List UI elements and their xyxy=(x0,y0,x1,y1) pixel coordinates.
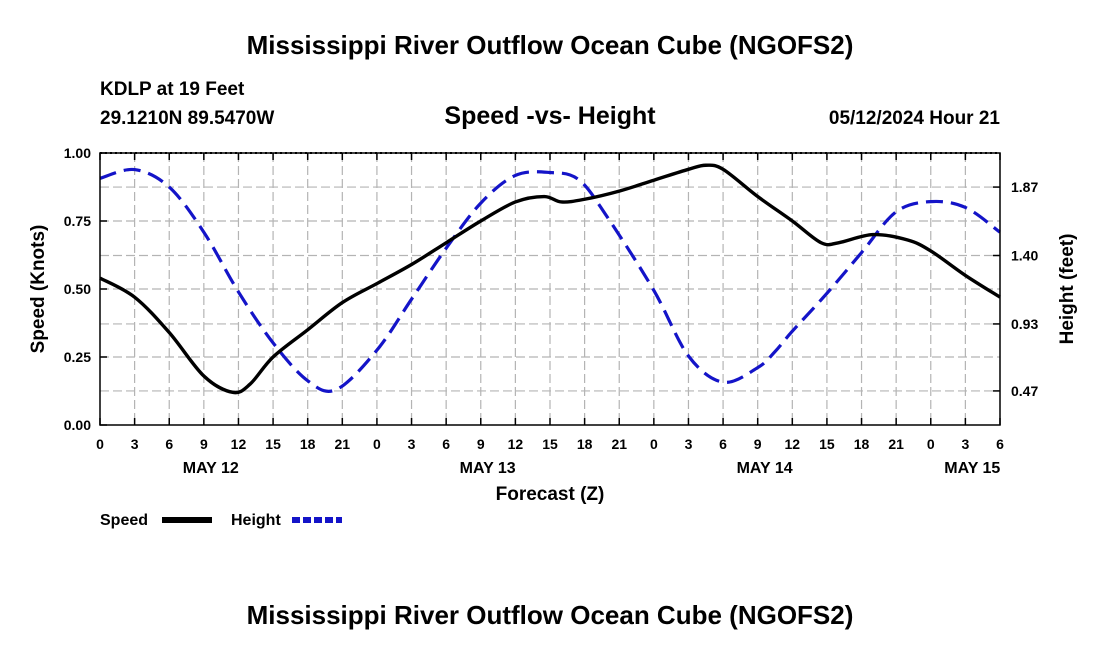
x-tick-label: 0 xyxy=(927,436,935,452)
x-tick-label: 0 xyxy=(96,436,104,452)
station-label: KDLP at 19 Feet xyxy=(100,79,245,100)
x-tick-label: 3 xyxy=(408,436,416,452)
x-tick-label: 3 xyxy=(131,436,139,452)
x-tick-label: 18 xyxy=(577,436,593,452)
x-tick-label: 6 xyxy=(165,436,173,452)
chart-subtitle: Speed -vs- Height xyxy=(444,102,656,130)
y2-axis-label: Height (feet) xyxy=(1057,234,1078,345)
x-tick-label: 12 xyxy=(508,436,524,452)
axis-ticks: 0 3 6 9 12 15 18 21 0 3 6 9 12 15 18 21 0 3 6 9 12 15 18 21 0 3 6M… xyxy=(64,145,1039,477)
y-tick-label: 0.00 xyxy=(64,417,91,433)
x-tick-label: 3 xyxy=(685,436,693,452)
x-day-label: MAY 14 xyxy=(737,460,793,477)
x-tick-label: 21 xyxy=(888,436,904,452)
y-tick-label: 0.75 xyxy=(64,213,91,229)
x-day-label: MAY 12 xyxy=(183,460,239,477)
chart-main-title: Mississippi River Outflow Ocean Cube (NG… xyxy=(247,30,854,60)
grid-lines xyxy=(100,152,1000,425)
x-day-label: MAY 15 xyxy=(944,460,1000,477)
x-tick-label: 18 xyxy=(300,436,316,452)
x-tick-label: 21 xyxy=(335,436,351,452)
x-tick-label: 12 xyxy=(785,436,801,452)
x-tick-label: 6 xyxy=(719,436,727,452)
speed-series-line xyxy=(99,163,1001,395)
x-tick-label: 6 xyxy=(996,436,1004,452)
x-tick-label: 0 xyxy=(650,436,658,452)
legend-height-label: Height xyxy=(231,512,281,529)
x-tick-label: 15 xyxy=(542,436,558,452)
x-tick-label: 9 xyxy=(200,436,208,452)
x-tick-label: 15 xyxy=(265,436,281,452)
y-tick-label: 0.50 xyxy=(64,281,91,297)
x-axis-label: Forecast (Z) xyxy=(496,484,605,505)
x-tick-label: 9 xyxy=(477,436,485,452)
x-tick-label: 6 xyxy=(442,436,450,452)
coords-label: 29.1210N 89.5470W xyxy=(100,108,274,129)
x-tick-label: 3 xyxy=(961,436,969,452)
y2-tick-label: 0.93 xyxy=(1011,316,1038,332)
y2-tick-label: 1.40 xyxy=(1011,248,1038,264)
legend-speed-label: Speed xyxy=(100,512,148,529)
y-axis-label: Speed (Knots) xyxy=(28,225,49,354)
x-tick-label: 18 xyxy=(854,436,870,452)
y2-tick-label: 0.47 xyxy=(1011,383,1038,399)
y-tick-label: 1.00 xyxy=(64,145,91,161)
series-layer xyxy=(99,163,1001,395)
x-tick-label: 21 xyxy=(611,436,627,452)
x-tick-label: 15 xyxy=(819,436,835,452)
x-tick-label: 9 xyxy=(754,436,762,452)
y-tick-label: 0.25 xyxy=(64,349,91,365)
legend: Speed Height xyxy=(100,512,342,529)
x-tick-label: 0 xyxy=(373,436,381,452)
x-day-label: MAY 13 xyxy=(460,460,516,477)
footer-title: Mississippi River Outflow Ocean Cube (NG… xyxy=(247,600,854,630)
height-series-line xyxy=(99,167,1001,393)
x-tick-label: 12 xyxy=(231,436,247,452)
y2-tick-label: 1.87 xyxy=(1011,179,1038,195)
datetime-label: 05/12/2024 Hour 21 xyxy=(829,108,1001,129)
